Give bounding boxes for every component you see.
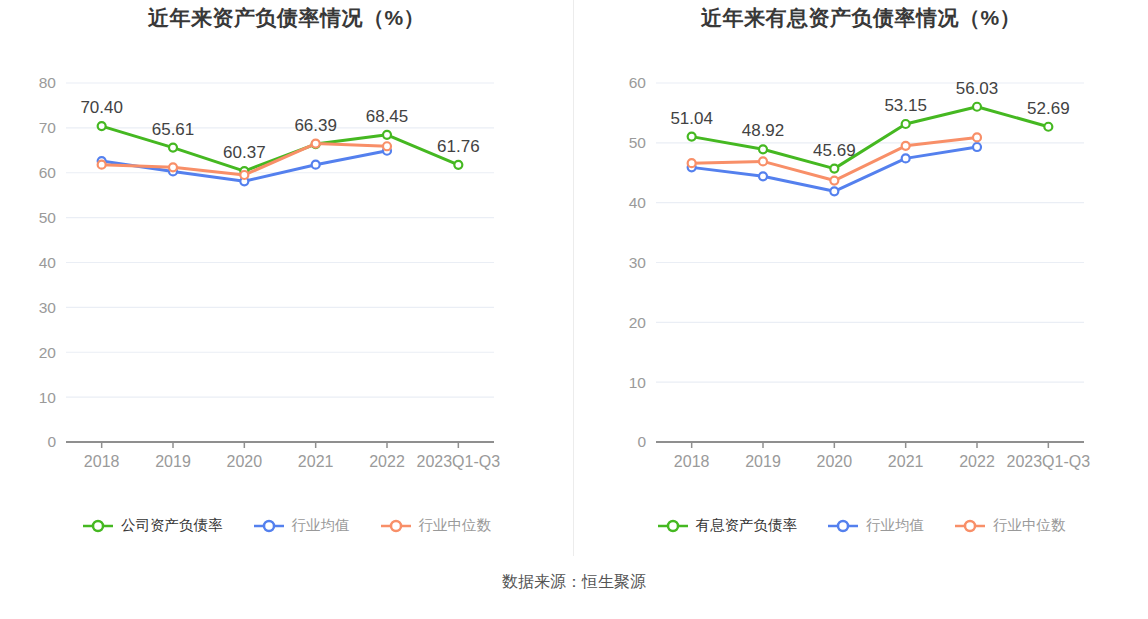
y-axis-tick-label: 0 [47,433,56,450]
y-axis-tick-label: 40 [39,254,57,271]
data-point [759,157,767,165]
legend-label: 公司资产负债率 [121,516,223,535]
y-axis-tick-label: 30 [39,299,57,316]
legend-marker-icon [380,519,412,533]
data-point [759,172,767,180]
chart-panel-asset-liability: 0 10 20 30 40 50 60 70 80 2018 2019 2020 2021 2022 202… [0,0,574,556]
x-axis-tick-label: 2021 [888,453,924,470]
y-axis-tick-label: 40 [629,194,647,211]
x-axis-tick-label: 2018 [84,453,120,470]
data-point [973,103,981,111]
data-point [759,145,767,153]
legend-item-industry-median[interactable]: 行业中位数 [380,516,492,535]
x-axis-tick-label: 2020 [227,453,263,470]
legend-marker-icon [954,519,986,533]
data-point-label: 66.39 [294,116,337,135]
data-point-label: 60.37 [223,143,266,162]
legend-item-company[interactable]: 公司资产负债率 [82,516,223,535]
legend-item-industry-median[interactable]: 行业中位数 [954,516,1066,535]
y-axis-tick-label: 0 [637,433,646,450]
data-point-label: 65.61 [152,120,195,139]
data-point [902,142,910,150]
legend-label: 行业中位数 [419,516,492,535]
data-point-label: 48.92 [742,121,785,140]
y-axis-tick-label: 60 [39,164,57,181]
x-axis-tick-label: 2023Q1-Q3 [1007,453,1091,470]
y-axis-tick-label: 70 [39,119,57,136]
x-axis-tick-label: 2022 [959,453,995,470]
data-point [830,177,838,185]
charts-row: 0102030405060708020182019202020212022202… [0,0,1148,556]
y-axis-tick-label: 10 [39,389,57,406]
data-point [169,163,177,171]
data-point [688,133,696,141]
data-point [312,140,320,148]
data-point [973,143,981,151]
legend-interest-bearing: 有息资产负债率 行业均值 行业中位数 [574,516,1148,535]
y-axis-tick-label: 50 [39,209,57,226]
data-point [902,154,910,162]
legend-item-company[interactable]: 有息资产负债率 [657,516,798,535]
data-point [688,159,696,167]
data-point-label: 52.69 [1027,99,1070,118]
report-page: 0102030405060708020182019202020212022202… [0,0,1148,619]
legend-marker-icon [253,519,285,533]
y-axis-tick-label: 20 [629,314,647,331]
data-point-label: 51.04 [670,109,713,128]
legend-marker-icon [827,519,859,533]
data-point [383,142,391,150]
x-axis-tick-label: 2023Q1-Q3 [417,453,501,470]
chart-title-interest-bearing: 近年来有息资产负债率情况（%） [574,4,1148,32]
data-point [830,165,838,173]
data-point-label: 56.03 [956,79,999,98]
data-source-caption: 数据来源：恒生聚源 [0,572,1148,593]
legend-marker-icon [82,519,114,533]
legend-label: 行业均值 [866,516,924,535]
x-axis-tick-label: 2021 [298,453,334,470]
data-point-label: 53.15 [884,96,927,115]
y-axis-tick-label: 60 [629,74,647,91]
data-point-label: 45.69 [813,141,856,160]
x-axis-tick-label: 2019 [155,453,191,470]
y-axis-tick-label: 20 [39,344,57,361]
legend-label: 有息资产负债率 [696,516,798,535]
data-point-label: 61.76 [437,137,480,156]
y-axis-tick-label: 30 [629,254,647,271]
chart-canvas-interest-bearing: 0 10 20 30 40 50 60 2018 2019 2020 2021 2022 2023Q1-… [574,0,1148,556]
data-point-label: 68.45 [366,107,409,126]
legend-label: 行业均值 [292,516,350,535]
data-point [383,131,391,139]
data-point-label: 70.40 [80,98,123,117]
chart-panel-interest-bearing: 0 10 20 30 40 50 60 2018 2019 2020 2021 2022 2023Q1-… [574,0,1148,556]
legend-item-industry-mean[interactable]: 行业均值 [253,516,350,535]
x-axis-tick-label: 2018 [674,453,710,470]
legend-marker-icon [657,519,689,533]
data-point [902,120,910,128]
x-axis-tick-label: 2020 [817,453,853,470]
y-axis-tick-label: 80 [39,74,57,91]
legend-asset-liability: 公司资产负债率 行业均值 行业中位数 [0,516,573,535]
y-axis-tick-label: 50 [629,134,647,151]
data-point [454,161,462,169]
legend-label: 行业中位数 [993,516,1066,535]
chart-canvas-asset-liability: 0 10 20 30 40 50 60 70 80 2018 2019 2020 2021 2022 202… [0,0,574,556]
data-point [240,171,248,179]
chart-title-asset-liability: 近年来资产负债率情况（%） [0,4,573,32]
x-axis-tick-label: 2019 [745,453,781,470]
data-point [169,144,177,152]
data-point [973,133,981,141]
data-point [98,122,106,130]
data-point [312,161,320,169]
data-point [830,187,838,195]
data-point [1044,123,1052,131]
y-axis-tick-label: 10 [629,374,647,391]
data-point [98,161,106,169]
legend-item-industry-mean[interactable]: 行业均值 [827,516,924,535]
x-axis-tick-label: 2022 [369,453,405,470]
